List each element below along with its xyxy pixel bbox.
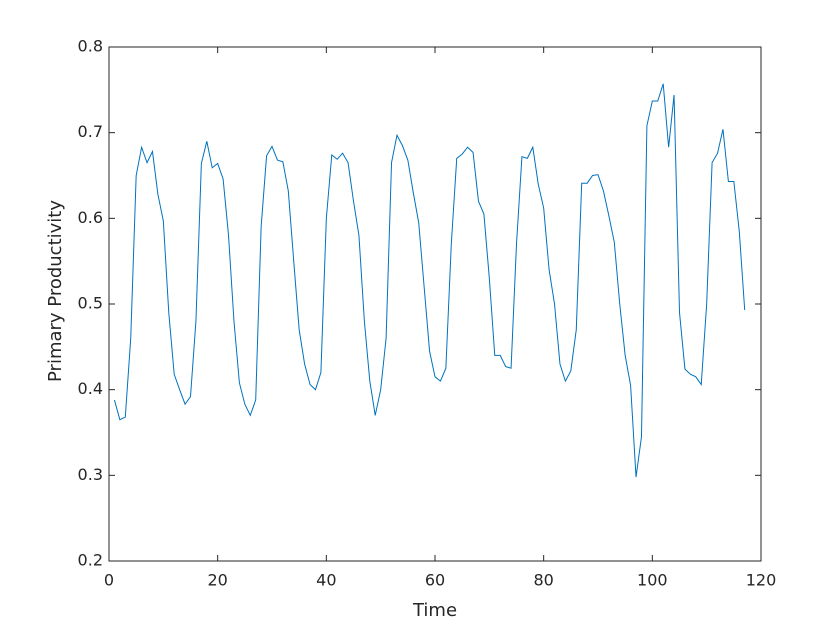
y-tick-label: 0.2	[78, 551, 103, 570]
x-tick-label: 60	[425, 571, 445, 590]
x-tick-label: 80	[533, 571, 553, 590]
y-tick-label: 0.5	[78, 294, 103, 313]
data-line	[113, 83, 746, 478]
plot-box	[108, 46, 762, 562]
y-tick-label: 0.8	[78, 37, 103, 56]
y-tick-label: 0.3	[78, 465, 103, 484]
x-tick-label: 100	[637, 571, 668, 590]
y-tick-label: 0.7	[78, 122, 103, 141]
y-axis-label: Primary Productivity	[45, 200, 66, 382]
x-tick-label: 120	[746, 571, 777, 590]
x-tick-label: 40	[316, 571, 336, 590]
x-tick-label: 0	[104, 571, 114, 590]
x-axis-label: Time	[412, 600, 457, 621]
x-tick-label: 20	[207, 571, 227, 590]
y-tick-label: 0.6	[78, 208, 103, 227]
y-tick-label: 0.4	[78, 379, 103, 398]
